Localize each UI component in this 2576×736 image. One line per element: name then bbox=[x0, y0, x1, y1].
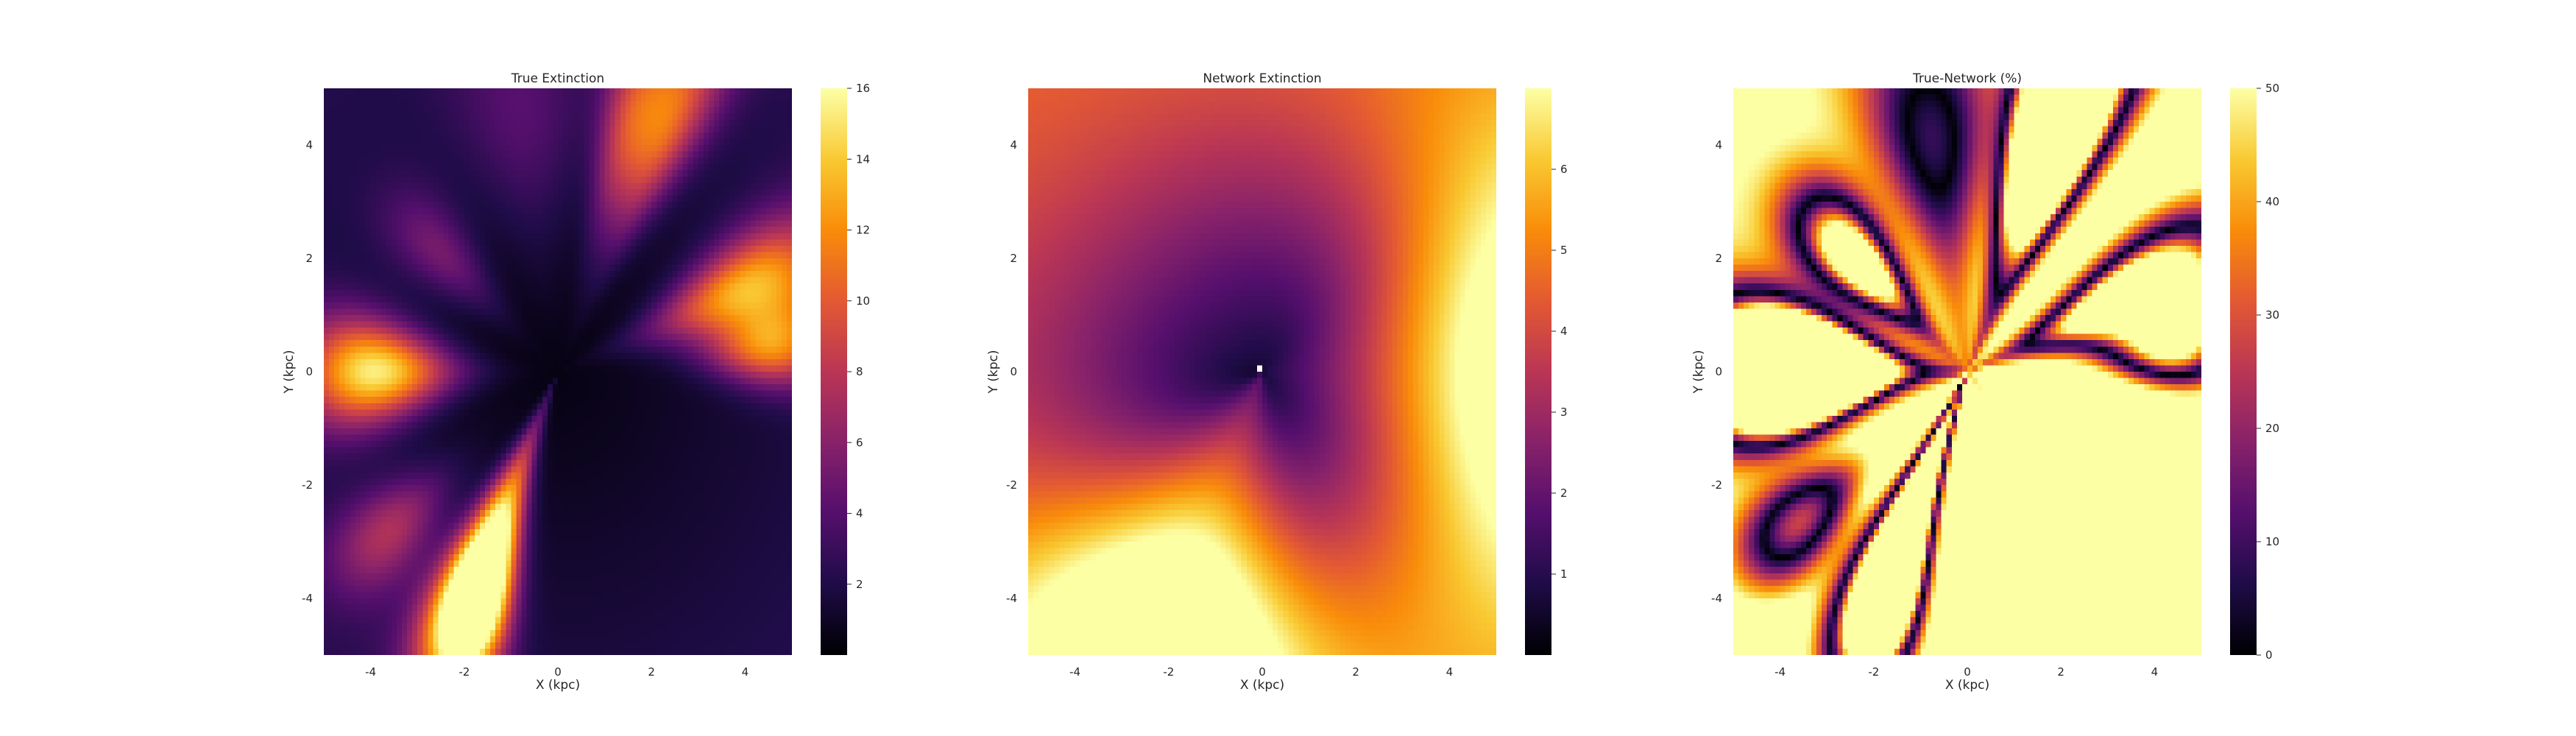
y-tick-label: -2 bbox=[1711, 478, 1722, 492]
y-axis-label: Y (kpc) bbox=[986, 350, 1001, 394]
x-tick-labels: -4 -2 0 2 4 bbox=[365, 665, 749, 679]
x-tick-label: 2 bbox=[2057, 665, 2064, 679]
colorbar-tick-label: 30 bbox=[2265, 308, 2279, 322]
x-tick-label: -2 bbox=[459, 665, 470, 679]
colorbar-tick-label: 0 bbox=[2265, 648, 2273, 662]
colorbar-tick-label: 4 bbox=[1560, 325, 1568, 338]
colorbar-tick-label: 50 bbox=[2265, 82, 2279, 95]
colorbar-tick-label: 2 bbox=[1560, 486, 1568, 500]
x-tick-label: 0 bbox=[1259, 665, 1266, 679]
x-tick-label: 2 bbox=[1352, 665, 1359, 679]
y-tick-label: -4 bbox=[1711, 592, 1722, 605]
x-tick-label: -4 bbox=[1069, 665, 1080, 679]
x-tick-label: 0 bbox=[1964, 665, 1971, 679]
plot-title: True Extinction bbox=[511, 71, 604, 86]
x-tick-label: 4 bbox=[1446, 665, 1454, 679]
panel-true-minus-network: True-Network (%) -4 -2 0 2 4 4 2 0 -2 -4… bbox=[1691, 71, 2279, 693]
x-axis-label: X (kpc) bbox=[536, 678, 580, 693]
y-tick-label: 2 bbox=[305, 252, 313, 265]
x-tick-label: 0 bbox=[554, 665, 562, 679]
y-tick-labels: 4 2 0 -2 -4 bbox=[1711, 138, 1722, 605]
panel-network-extinction: Network Extinction -4 -2 0 2 4 4 2 0 -2 … bbox=[986, 71, 1568, 693]
x-tick-label: 4 bbox=[742, 665, 749, 679]
x-tick-label: -4 bbox=[365, 665, 376, 679]
colorbar-tick-label: 6 bbox=[1560, 163, 1568, 176]
colorbar-tick-label: 12 bbox=[856, 224, 870, 237]
colorbar-tick-label: 40 bbox=[2265, 195, 2279, 208]
x-tick-label: 2 bbox=[648, 665, 655, 679]
y-tick-label: 2 bbox=[1715, 252, 1722, 265]
colorbar-tick-label: 8 bbox=[856, 365, 863, 378]
colorbar bbox=[821, 88, 847, 655]
y-tick-label: 0 bbox=[305, 365, 313, 378]
y-tick-label: 4 bbox=[1010, 138, 1017, 152]
y-tick-label: 0 bbox=[1715, 365, 1722, 378]
x-tick-label: -2 bbox=[1163, 665, 1174, 679]
x-axis-label: X (kpc) bbox=[1240, 678, 1284, 693]
x-tick-label: -2 bbox=[1868, 665, 1879, 679]
y-tick-label: 4 bbox=[305, 138, 313, 152]
heatmap-image bbox=[1028, 88, 1496, 655]
panel-true-extinction: True Extinction -4 -2 0 2 4 4 2 0 -2 -4 … bbox=[282, 71, 870, 693]
y-tick-label: 0 bbox=[1010, 365, 1017, 378]
colorbar-tick-label: 14 bbox=[856, 152, 870, 166]
x-tick-labels: -4 -2 0 2 4 bbox=[1069, 665, 1453, 679]
y-tick-label: -2 bbox=[302, 478, 313, 492]
colorbar-tick-labels: 2 4 6 8 10 12 14 16 bbox=[847, 82, 870, 591]
x-axis-label: X (kpc) bbox=[1945, 678, 1989, 693]
colorbar-tick-labels: 0 10 20 30 40 50 bbox=[2257, 82, 2279, 662]
y-tick-label: -4 bbox=[302, 592, 313, 605]
colorbar-tick-label: 1 bbox=[1560, 567, 1568, 581]
y-tick-labels: 4 2 0 -2 -4 bbox=[1006, 138, 1017, 605]
x-tick-label: 4 bbox=[2151, 665, 2159, 679]
colorbar-tick-label: 10 bbox=[2265, 535, 2279, 548]
y-tick-label: -4 bbox=[1006, 592, 1017, 605]
colorbar-tick-label: 10 bbox=[856, 294, 870, 308]
heatmap-image bbox=[324, 88, 792, 655]
colorbar-tick-label: 16 bbox=[856, 82, 870, 95]
colorbar-tick-label: 4 bbox=[856, 507, 863, 520]
colorbar bbox=[2230, 88, 2257, 655]
colorbar-tick-label: 6 bbox=[856, 436, 863, 449]
heatmap-image bbox=[1733, 88, 2201, 655]
colorbar bbox=[1525, 88, 1551, 655]
colorbar-tick-labels: 1 2 3 4 5 6 bbox=[1551, 163, 1568, 581]
colorbar-tick-label: 20 bbox=[2265, 422, 2279, 435]
colorbar-tick-label: 2 bbox=[856, 578, 863, 591]
colorbar-tick-label: 3 bbox=[1560, 406, 1568, 419]
colorbar-tick-label: 5 bbox=[1560, 244, 1568, 257]
y-axis-label: Y (kpc) bbox=[282, 350, 297, 394]
plot-title: True-Network (%) bbox=[1912, 71, 2022, 86]
plot-title: Network Extinction bbox=[1203, 71, 1321, 86]
y-tick-labels: 4 2 0 -2 -4 bbox=[302, 138, 313, 605]
y-tick-label: -2 bbox=[1006, 478, 1017, 492]
y-tick-label: 2 bbox=[1010, 252, 1017, 265]
x-tick-label: -4 bbox=[1774, 665, 1786, 679]
y-axis-label: Y (kpc) bbox=[1691, 350, 1706, 394]
y-tick-label: 4 bbox=[1715, 138, 1722, 152]
x-tick-labels: -4 -2 0 2 4 bbox=[1774, 665, 2158, 679]
